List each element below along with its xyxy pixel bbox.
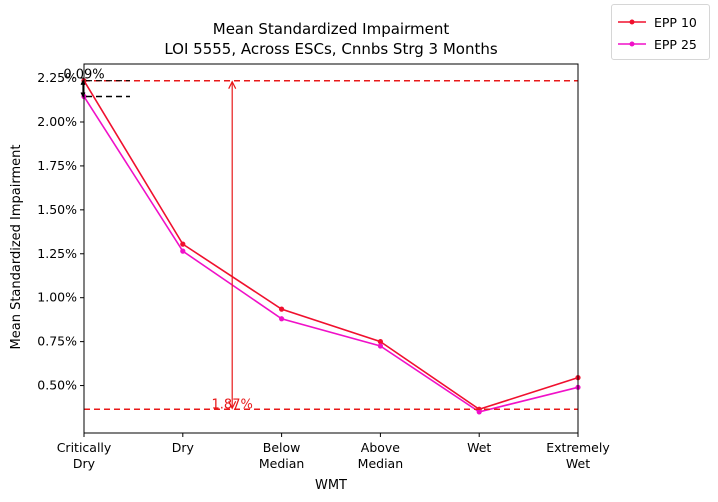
series-line-1 bbox=[83, 96, 579, 413]
x-tick-label-1: Dry bbox=[172, 440, 195, 455]
series-1-point-1 bbox=[180, 248, 186, 254]
y-tick-label-2: 1.00% bbox=[37, 290, 77, 305]
y-tick-label-6: 2.00% bbox=[37, 114, 77, 129]
x-axis-label: WMT bbox=[315, 478, 347, 493]
legend: EPP 10 EPP 25 bbox=[611, 4, 710, 60]
plot-frame bbox=[83, 63, 579, 434]
x-tick-label-3: Above Median bbox=[358, 440, 403, 471]
plot-marks bbox=[81, 78, 581, 415]
legend-item-epp-25: EPP 25 bbox=[618, 35, 697, 53]
legend-item-epp-10: EPP 10 bbox=[618, 13, 697, 31]
annotations: 1.87%0.09% bbox=[63, 68, 578, 412]
series-1-point-4 bbox=[476, 409, 482, 415]
series-line-0 bbox=[83, 80, 579, 411]
y-tick-label-4: 1.50% bbox=[37, 202, 77, 217]
series-0-point-3 bbox=[377, 339, 383, 345]
legend-swatch-epp-10 bbox=[618, 19, 646, 25]
y-axis-label: Mean Standardized Impairment bbox=[9, 145, 24, 350]
y-tick-label-3: 1.25% bbox=[37, 246, 77, 261]
legend-label-epp-25: EPP 25 bbox=[654, 36, 697, 52]
x-tick-label-4: Wet bbox=[467, 440, 491, 455]
y-tick-label-7: 2.25% bbox=[37, 70, 77, 85]
y-tick-label-5: 1.75% bbox=[37, 158, 77, 173]
difference-arrow-label: 1.87% bbox=[212, 397, 253, 412]
legend-swatch-epp-25 bbox=[618, 41, 646, 47]
chart-subtitle: LOI 5555, Across ESCs, Cnnbs Strg 3 Mont… bbox=[164, 40, 498, 58]
x-tick-label-0: Critically Dry bbox=[57, 440, 112, 471]
series-0-point-2 bbox=[279, 306, 285, 312]
chart-title: Mean Standardized Impairment bbox=[213, 20, 450, 38]
x-tick-label-5: Extremely Wet bbox=[546, 440, 610, 471]
x-tick-label-2: Below Median bbox=[259, 440, 304, 471]
y-tick-label-1: 0.75% bbox=[37, 334, 77, 349]
series-1-point-3 bbox=[377, 343, 383, 349]
series-1-point-2 bbox=[279, 316, 285, 322]
axes: 0.50% 0.75% 1.00% 1.25% 1.50% 1.75% 2.00% 2.25%… bbox=[37, 63, 610, 471]
series-0-point-1 bbox=[180, 241, 186, 247]
y-tick-label-0: 0.50% bbox=[37, 378, 77, 393]
difference-arrow-head-top bbox=[228, 80, 237, 89]
legend-label-epp-10: EPP 10 bbox=[654, 14, 697, 30]
difference-arrow-head-bottom bbox=[228, 401, 237, 410]
